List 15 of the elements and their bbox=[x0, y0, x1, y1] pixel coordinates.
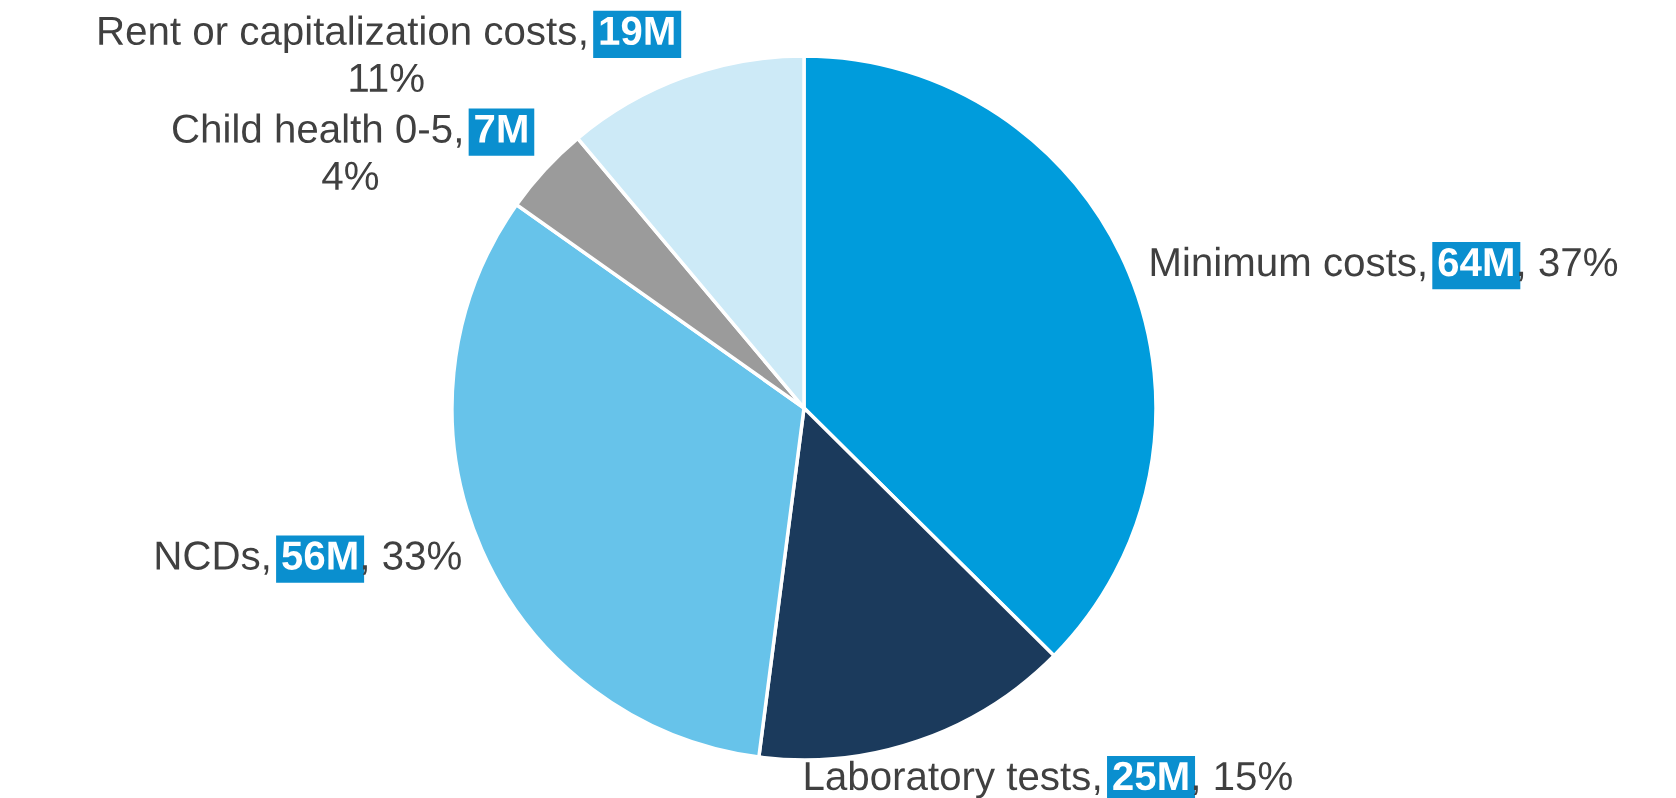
data-label: , 56M bbox=[264, 541, 357, 575]
slice-label: Child health 0-5 bbox=[173, 113, 452, 143]
slice-label: Laboratory tests bbox=[805, 760, 1090, 798]
text: , 15% bbox=[1193, 761, 1292, 796]
text: , 37% bbox=[1519, 247, 1618, 282]
text: 4% bbox=[322, 161, 379, 190]
text: 11% bbox=[350, 63, 424, 93]
slice-label: Rent or capitalization costs bbox=[99, 15, 576, 54]
text: , 33% bbox=[362, 541, 461, 575]
data-label: , 19M bbox=[581, 16, 674, 50]
legend-label: Minimum costs bbox=[1151, 246, 1416, 277]
data-label: , 64M bbox=[1420, 247, 1513, 282]
slice-label: NCDs bbox=[156, 541, 260, 570]
data-label: , 25M bbox=[1095, 761, 1188, 796]
data-label: , 7M bbox=[456, 114, 527, 148]
